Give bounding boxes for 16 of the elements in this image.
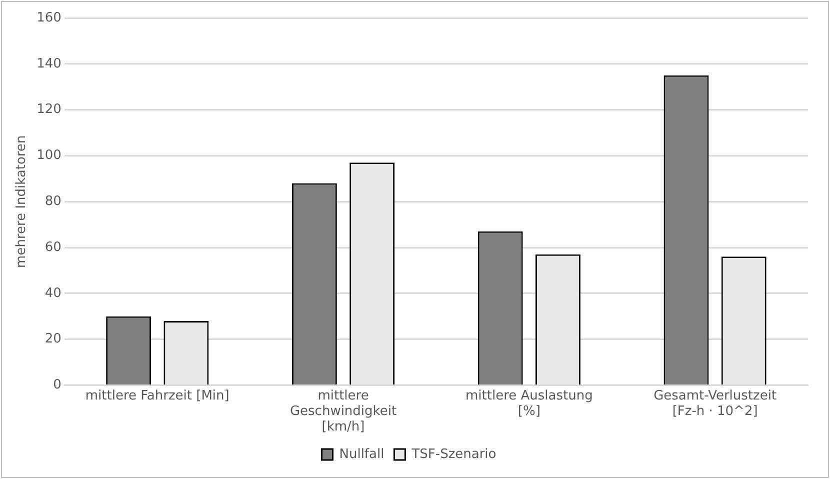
y-axis-title: mehrere Indikatoren [14,135,30,268]
y-tick-label: 160 [36,10,62,26]
x-tick-label: mittlere Geschwindigkeit [km/h] [290,388,397,435]
y-tick-label: 100 [36,148,62,164]
y-tick-label: 60 [44,240,62,255]
y-tick-label: 20 [44,332,62,347]
y-tick-label: 120 [36,102,62,118]
x-tick-label: mittlere Auslastung [%] [465,388,593,419]
x-tick-label: mittlere Fahrzeit [Min] [85,388,230,404]
x-tick-label: Gesamt-Verlustzeit [Fz-h · 10^2] [654,388,777,419]
legend-label: Nullfall [339,446,384,462]
legend-label: TSF-Szenario [410,446,496,462]
y-tick-label: 0 [53,378,62,393]
y-tick-label: 40 [44,286,62,301]
y-tick-label: 140 [36,56,62,72]
y-tick-label: 80 [44,194,62,209]
